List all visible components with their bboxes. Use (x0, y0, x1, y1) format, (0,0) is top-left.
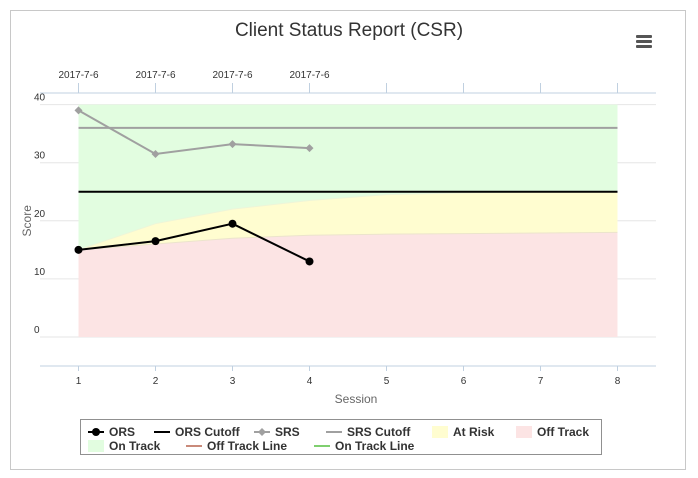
ors-series-line (78, 222, 310, 263)
x-tick-label: 7 (538, 376, 544, 387)
x-tick-label: 3 (230, 376, 236, 387)
ors-point (228, 219, 237, 228)
srs-point (305, 144, 314, 153)
legend-symbol (88, 440, 104, 452)
legend-label: ORS Cutoff (175, 425, 240, 439)
chart-legend: ORS ORS Cutoff SRS SRS Cutoff At Risk Off Tra… (80, 419, 602, 455)
srs-point (74, 106, 83, 115)
srs-point (151, 149, 160, 158)
x-tick-label: 6 (461, 376, 467, 387)
legend-symbol (326, 431, 342, 433)
x-tick-label: 2 (153, 376, 159, 387)
top-axis-label: 2017-7-6 (135, 70, 175, 81)
top-axis-label: 2017-7-6 (58, 70, 98, 81)
legend-label: SRS (275, 425, 300, 439)
hamburger-menu-icon[interactable] (634, 34, 654, 50)
x-tick-label: 4 (307, 376, 313, 387)
srs-point (228, 140, 237, 149)
legend-label: On Track (109, 439, 161, 453)
top-axis-label: 2017-7-6 (289, 70, 329, 81)
y-tick-label: 40 (34, 93, 46, 104)
y-axis-title: Score (20, 205, 34, 237)
y-tick-label: 20 (34, 209, 46, 220)
legend-symbol (186, 445, 202, 447)
ors-point (74, 245, 83, 254)
on-track-band (78, 104, 618, 250)
chart-title: Client Status Report (CSR) (234, 20, 464, 41)
x-axis-title: Session (335, 392, 378, 406)
legend-label: On Track Line (335, 439, 415, 453)
legend-label: SRS Cutoff (347, 425, 411, 439)
srs-series-line (78, 109, 310, 156)
y-tick-label: 30 (34, 151, 46, 162)
legend-symbol (88, 428, 104, 436)
ors-point (151, 237, 160, 246)
y-tick-label: 10 (34, 267, 46, 278)
y-tick-label: 0 (34, 325, 40, 336)
legend-symbol (254, 428, 270, 436)
off-track-band (78, 232, 618, 337)
legend-label: Off Track Line (207, 439, 288, 453)
legend-label: Off Track (537, 425, 590, 439)
top-axis-label: 2017-7-6 (212, 70, 252, 81)
off-track-line (78, 231, 618, 251)
legend-symbol (154, 431, 170, 433)
x-tick-label: 1 (76, 376, 82, 387)
ors-point (305, 257, 314, 266)
legend-symbol (516, 426, 532, 438)
x-tick-label: 8 (615, 376, 621, 387)
legend-label: At Risk (453, 425, 495, 439)
legend-label: ORS (109, 425, 136, 439)
at-risk-band (78, 191, 618, 250)
legend-symbol (432, 426, 448, 438)
legend-symbol (314, 445, 330, 447)
x-tick-label: 5 (384, 376, 390, 387)
